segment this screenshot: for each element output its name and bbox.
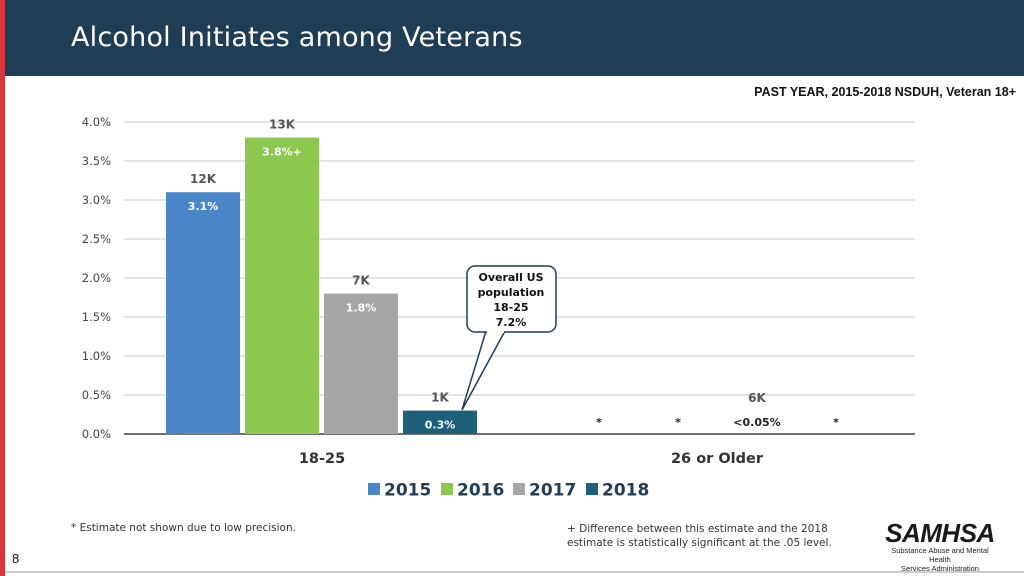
y-tick-label: 3.0% xyxy=(82,193,111,207)
legend: 2015 2016 2017 2018 xyxy=(368,481,649,501)
legend-label: 2016 xyxy=(457,481,504,501)
chart-subtitle: PAST YEAR, 2015-2018 NSDUH, Veteran 18+ xyxy=(754,85,1016,99)
footnote-significance: + Difference between this estimate and t… xyxy=(567,523,832,549)
bar-count-label: 1K xyxy=(431,391,449,405)
bar-value-label: * xyxy=(833,416,839,429)
samhsa-logo: SAMHSA Substance Abuse and Mental Health… xyxy=(880,520,1000,573)
legend-label: 2017 xyxy=(529,481,576,501)
callout-text: 7.2% xyxy=(496,316,527,329)
bar-2017-18-25 xyxy=(324,293,398,434)
legend-swatch-2018 xyxy=(586,483,598,495)
bars xyxy=(166,137,477,434)
legend-swatch-2017 xyxy=(513,483,525,495)
footnote-low-precision: * Estimate not shown due to low precisio… xyxy=(71,522,296,534)
logo-wordmark: SAMHSA xyxy=(885,518,995,548)
legend-swatch-2015 xyxy=(368,483,380,495)
y-tick-label: 4.0% xyxy=(82,115,111,129)
bar-count-label: 6K xyxy=(748,391,766,405)
bar-value-label: * xyxy=(596,416,602,429)
y-tick-label: 1.0% xyxy=(82,349,111,363)
y-tick-label: 3.5% xyxy=(82,154,111,168)
x-category-labels: 18-25 26 or Older xyxy=(299,451,764,467)
y-tick-label: 2.0% xyxy=(82,271,111,285)
bar-value-label: <0.05% xyxy=(733,416,780,429)
bar-value-label: 3.8%+ xyxy=(262,146,302,159)
legend-label: 2018 xyxy=(602,481,649,501)
bar-value-label: * xyxy=(675,416,681,429)
y-tick-label: 2.5% xyxy=(82,232,111,246)
callout-joint xyxy=(487,328,504,333)
bar-count-label: 13K xyxy=(269,118,296,132)
callout-bubble: Overall US population 18-25 7.2% xyxy=(461,265,557,411)
left-accent-stripe xyxy=(0,0,5,576)
bar-value-label: 3.1% xyxy=(188,200,219,213)
callout-text: Overall US xyxy=(478,271,543,284)
bar-2016-18-25 xyxy=(245,137,319,434)
y-tick-label: 1.5% xyxy=(82,310,111,324)
legend-swatch-2016 xyxy=(441,483,453,495)
page-title: Alcohol Initiates among Veterans xyxy=(71,22,523,53)
callout-box xyxy=(466,265,557,333)
x-category-label: 26 or Older xyxy=(671,451,764,467)
logo-subtitle-line2: Services Administration xyxy=(901,564,979,573)
callout-pointer xyxy=(461,330,507,411)
title-banner: Alcohol Initiates among Veterans xyxy=(5,0,1024,76)
y-tick-label: 0.5% xyxy=(82,388,111,402)
bar-2018-18-25 xyxy=(403,410,477,434)
bottom-rule xyxy=(5,571,1024,573)
bar-count-label: 12K xyxy=(190,172,217,186)
callout-text: population xyxy=(478,286,545,299)
bar-2015-18-25 xyxy=(166,192,240,434)
y-tick-label: 0.0% xyxy=(82,427,111,441)
x-category-label: 18-25 xyxy=(299,451,345,467)
page-number: 8 xyxy=(12,551,20,566)
bar-count-label: 7K xyxy=(352,274,370,288)
y-tick-labels: 0.0% 0.5% 1.0% 1.5% 2.0% 2.5% 3.0% 3.5% 4.0% xyxy=(82,115,111,441)
legend-label: 2015 xyxy=(384,481,431,501)
bar-value-label: 1.8% xyxy=(346,302,377,315)
logo-subtitle-line1: Substance Abuse and Mental Health xyxy=(891,546,989,564)
bar-value-label: 0.3% xyxy=(425,419,456,432)
bar-labels: 3.1% 12K * 3.8%+ 13K * 1.8% 7K <0.05% 6K 0.3% 1K * xyxy=(188,118,839,432)
callout-text: 18-25 xyxy=(493,301,528,314)
